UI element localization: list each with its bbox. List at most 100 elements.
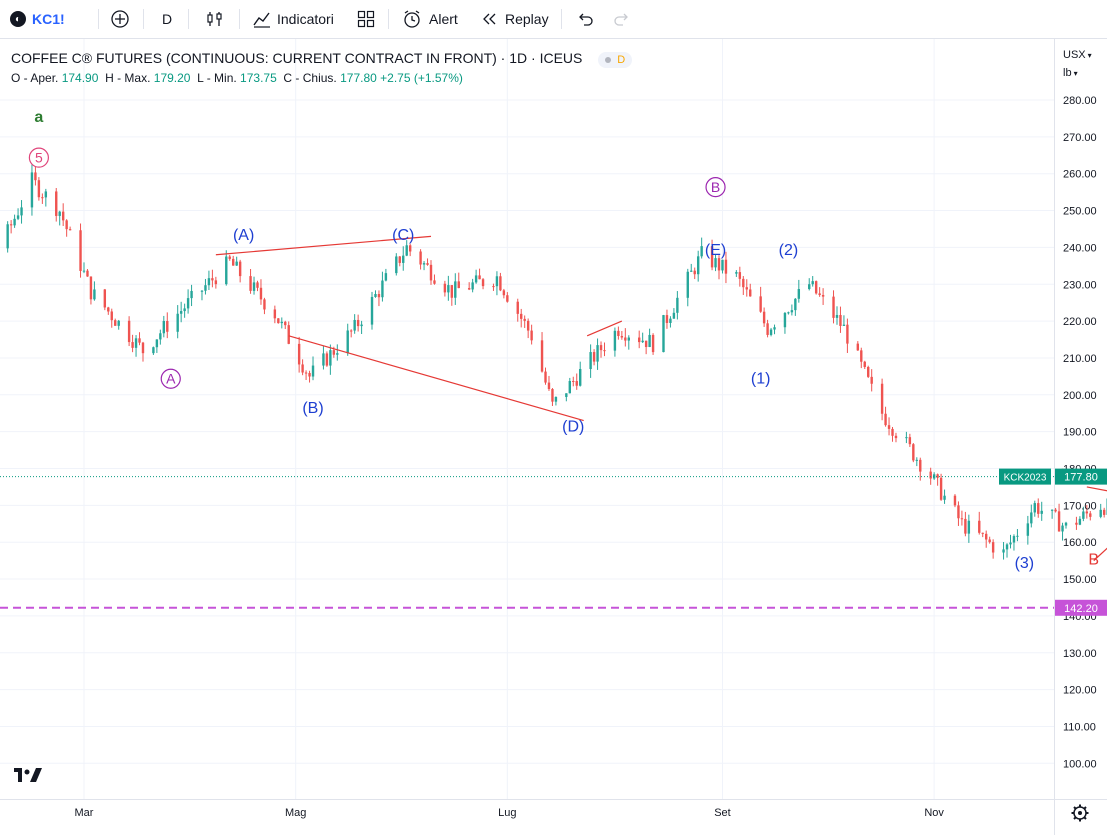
last-price-tag: 177.80 <box>1064 472 1098 484</box>
candle <box>790 304 794 316</box>
candle <box>540 332 544 373</box>
candle <box>1005 543 1009 558</box>
candle-body <box>526 320 530 331</box>
candle-body <box>686 271 689 298</box>
candle <box>426 258 429 266</box>
candle-body <box>82 270 86 272</box>
wave-label: (C) <box>392 227 414 244</box>
candle <box>1026 515 1030 545</box>
candle <box>912 443 915 463</box>
candle <box>814 280 818 295</box>
candle-body <box>426 263 429 265</box>
candle-body <box>544 371 547 383</box>
candle-body <box>443 283 447 293</box>
unit-selector[interactable]: lb ▾ <box>1063 67 1078 79</box>
settings-gear-icon[interactable] <box>1071 804 1089 822</box>
candle-body <box>284 321 287 326</box>
candle-body <box>1033 503 1036 513</box>
candle <box>863 360 866 370</box>
candle-body <box>103 289 107 308</box>
candle <box>1099 503 1102 519</box>
candle-body <box>811 281 814 285</box>
alert-button[interactable]: Alert <box>402 0 458 38</box>
candle <box>481 278 485 290</box>
candle <box>589 344 592 378</box>
candle-body <box>228 256 231 259</box>
symbol-button[interactable]: ◐ KC1! <box>10 0 65 38</box>
price-axis[interactable]: 280.00 270.00 260.00 250.00 240.00 230.00 220.… <box>999 95 1107 770</box>
time-axis[interactable]: MarMagLugSetNov2023MarMagLugSet <box>75 804 1107 822</box>
candle-body <box>1026 523 1030 536</box>
candle-body <box>419 251 422 265</box>
candle <box>818 287 821 297</box>
candle-body <box>20 207 23 216</box>
candle <box>377 290 381 307</box>
redo-button[interactable] <box>612 0 632 38</box>
candle <box>523 315 526 328</box>
x-tick-label: Lug <box>498 807 516 819</box>
delay-badge[interactable]: D <box>598 52 633 68</box>
candle-body <box>842 324 846 326</box>
symbol-tag: KCK2023 <box>1004 473 1047 484</box>
candle-body <box>252 282 256 291</box>
candle-body <box>880 383 884 414</box>
indicators-button[interactable]: Indicatori <box>252 0 334 38</box>
candle <box>16 208 20 221</box>
candle <box>61 203 65 226</box>
toolbar-divider <box>98 9 99 29</box>
candle-body <box>915 459 918 461</box>
currency-selector[interactable]: USX ▾ <box>1063 49 1092 61</box>
undo-button[interactable] <box>575 0 595 38</box>
candle <box>238 259 242 283</box>
rewind-icon <box>483 13 496 25</box>
y-tick-label: 150.00 <box>1063 574 1097 586</box>
candle-body <box>1064 522 1068 526</box>
candle-body <box>152 347 155 354</box>
candle <box>82 262 86 274</box>
add-symbol-button[interactable] <box>110 0 130 38</box>
candle <box>693 267 696 280</box>
candle <box>839 306 842 333</box>
wave-label: B <box>711 179 720 195</box>
candle <box>447 275 450 301</box>
candle-body <box>502 290 506 296</box>
candle <box>939 473 943 501</box>
candle <box>433 274 436 285</box>
candle-body <box>259 287 263 300</box>
price-chart[interactable]: a5A(A)(B)(C)(D)B(E)(2)(1)(3)ABC(4)(5)Cb(… <box>0 39 1107 835</box>
candle <box>787 311 790 315</box>
chart-area[interactable]: a5A(A)(B)(C)(D)B(E)(2)(1)(3)ABC(4)(5)Cb(… <box>0 39 1107 835</box>
candle <box>405 240 408 257</box>
candle-body <box>783 312 787 328</box>
candle-body <box>693 270 696 275</box>
candle <box>638 330 641 349</box>
indicators-label: Indicatori <box>277 11 334 27</box>
wave-label: (3) <box>1015 555 1035 572</box>
candle-body <box>447 285 450 293</box>
close-label: C - Chius. <box>283 71 337 85</box>
candle <box>835 306 839 325</box>
candle <box>1064 521 1068 529</box>
candle-body <box>790 310 794 313</box>
toolbar-divider <box>239 9 240 29</box>
candle <box>304 370 308 380</box>
candle <box>141 341 145 362</box>
candle <box>547 375 551 391</box>
interval-button[interactable]: D <box>162 0 172 38</box>
candle-body <box>238 261 242 277</box>
candle-body <box>433 280 436 284</box>
candle-body <box>190 290 193 299</box>
candle <box>669 316 672 328</box>
candle <box>9 220 13 234</box>
candle <box>808 278 811 291</box>
replay-button[interactable]: Replay <box>480 0 549 38</box>
candle <box>932 472 936 480</box>
candle-body <box>325 353 329 366</box>
chart-type-button[interactable] <box>205 0 225 38</box>
candle <box>41 193 44 204</box>
layouts-button[interactable] <box>357 0 375 38</box>
candle <box>554 396 558 406</box>
candle-body <box>835 314 839 318</box>
candle-body <box>186 298 190 309</box>
candle <box>991 539 995 559</box>
